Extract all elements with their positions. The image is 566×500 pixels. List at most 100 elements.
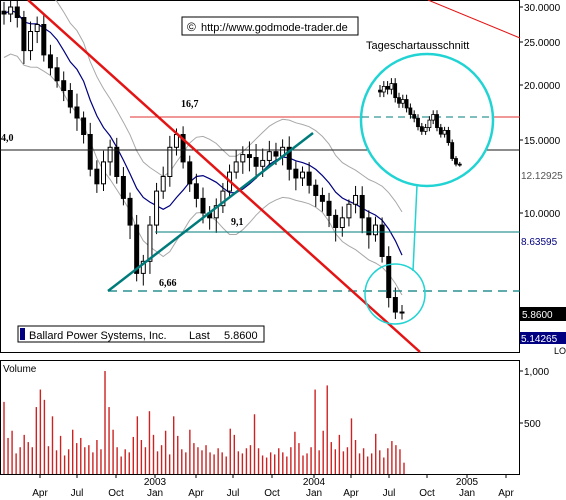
- lo-label: LO: [554, 346, 566, 356]
- inset-candle-body: [412, 114, 417, 119]
- candle: [160, 166, 166, 199]
- volume-tick-500: 500: [524, 419, 541, 430]
- y-tick-label: 15.0000: [524, 136, 561, 147]
- candle: [34, 16, 40, 44]
- price-axis: 30.0000 25.0000 20.0000 15.0000 10.0000: [520, 3, 561, 220]
- x-tick-label: Apr: [32, 488, 48, 499]
- zoom-inset: [359, 52, 495, 188]
- level-label-9-1: 9,1: [231, 217, 244, 228]
- candle-body: [94, 168, 100, 185]
- candle: [359, 186, 365, 234]
- candle-body: [107, 146, 113, 163]
- teal-uptrend-line: [107, 132, 314, 292]
- inset-candle: [408, 103, 413, 119]
- inset-candle: [412, 110, 417, 123]
- candle-body: [140, 260, 146, 274]
- zoom-source-circle: [364, 263, 426, 325]
- x-tick-label: Jan: [147, 488, 163, 499]
- x-tick-label: Jan: [459, 488, 475, 499]
- inset-candle: [435, 110, 439, 132]
- inset-candle-body: [454, 158, 458, 165]
- price-panel-frame: [0, 0, 520, 353]
- price-tag-8-63595-bg: [520, 235, 566, 248]
- inset-candle: [419, 122, 424, 135]
- candle: [253, 144, 259, 179]
- x-tick-year: 2003: [144, 477, 167, 488]
- candle-body: [346, 203, 352, 219]
- candle: [41, 13, 47, 62]
- watermark-box: [181, 16, 359, 36]
- candle-body: [54, 67, 60, 82]
- candle: [81, 111, 87, 144]
- price-tag-5-86-bg: [520, 307, 566, 321]
- inset-candle-body: [385, 85, 390, 90]
- y-tick: 20.0000: [520, 81, 561, 92]
- x-tick-label: Jul: [383, 488, 396, 499]
- price-tag-5-14265: 5.14265: [521, 334, 558, 345]
- candle: [94, 160, 100, 193]
- candle: [353, 185, 359, 214]
- candle: [326, 192, 332, 228]
- inset-candle-body: [431, 114, 436, 121]
- candle: [1, 1, 7, 25]
- volume-tick-1000: 1,000: [524, 367, 549, 378]
- candle-body: [160, 176, 166, 192]
- x-tick-label: Jul: [71, 488, 84, 499]
- candle: [180, 126, 186, 169]
- x-tick-year: 2004: [303, 477, 326, 488]
- inset-candle-body: [397, 97, 401, 104]
- candle: [127, 192, 133, 240]
- candle-body: [67, 90, 73, 108]
- candle: [319, 187, 325, 212]
- candle-body: [353, 194, 359, 205]
- candle: [107, 139, 113, 176]
- candle: [101, 150, 106, 192]
- inset-candle-body: [446, 130, 451, 143]
- price-tag-12-12925: 12.12925: [521, 171, 563, 182]
- legend-last-value: 5.8600: [224, 330, 258, 342]
- legend-box: [17, 325, 265, 343]
- inset-candle-body: [393, 83, 398, 99]
- candle-body: [392, 297, 398, 313]
- candle: [193, 173, 199, 208]
- price-tag-12-12925-bg: [520, 169, 566, 181]
- inset-candle-body: [438, 127, 443, 135]
- inset-candle: [404, 94, 409, 113]
- x-tick-label: Apr: [343, 488, 359, 499]
- candle-body: [167, 146, 173, 178]
- x-tick-label: Apr: [498, 488, 514, 499]
- candle: [14, 0, 20, 28]
- candle: [207, 206, 213, 230]
- candle-body: [61, 80, 67, 91]
- candle: [74, 93, 80, 131]
- candle-body: [173, 134, 179, 148]
- candle: [246, 141, 252, 172]
- candle-body: [286, 146, 292, 170]
- candle: [61, 71, 67, 102]
- candle-body: [8, 6, 14, 15]
- candle-body: [47, 54, 53, 69]
- candle: [140, 254, 146, 286]
- copyright-symbol: ©: [187, 20, 196, 34]
- x-tick-label: Oct: [108, 488, 124, 499]
- candle: [392, 287, 398, 319]
- candle: [293, 161, 299, 191]
- inset-candle-body: [427, 119, 432, 129]
- inset-candle: [400, 94, 405, 108]
- candle-body: [306, 171, 312, 186]
- inset-candle: [454, 156, 458, 167]
- x-tick-year: 2005: [456, 477, 479, 488]
- volume-panel-frame: [0, 360, 520, 475]
- candle-body: [366, 217, 372, 236]
- x-tick-label: Jul: [227, 488, 240, 499]
- level-label-4-0: 4,0: [1, 133, 14, 144]
- candle-body: [386, 255, 392, 299]
- candle-body: [147, 224, 153, 262]
- candle: [333, 209, 339, 242]
- candle: [399, 304, 405, 320]
- candle-body: [372, 224, 378, 236]
- inset-candle-body: [408, 107, 413, 115]
- candle: [240, 146, 246, 174]
- candle: [386, 246, 392, 308]
